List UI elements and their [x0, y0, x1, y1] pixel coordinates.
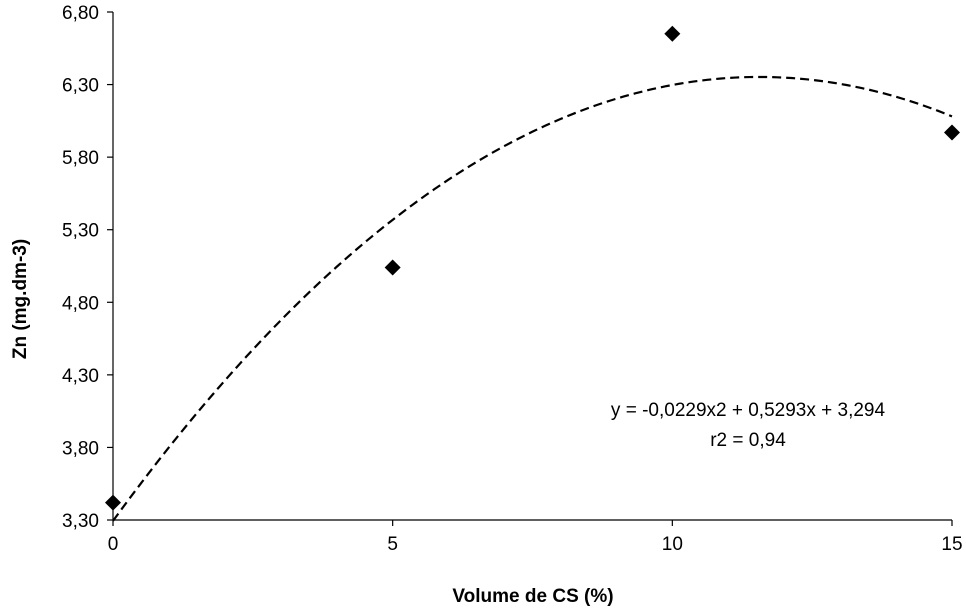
data-points [105, 25, 960, 511]
y-tick-label: 3,80 [62, 438, 99, 459]
y-tick-label: 4,80 [62, 293, 99, 314]
trendline [112, 75, 953, 522]
data-point [384, 259, 401, 276]
data-point [105, 494, 121, 511]
y-tick-label: 6,80 [62, 3, 99, 24]
y-axis-title: Zn (mg.dm-3) [10, 239, 31, 359]
y-tick-label: 5,80 [62, 148, 99, 169]
y-tick-label: 4,30 [62, 366, 99, 387]
y-tick-label: 5,30 [62, 221, 99, 242]
x-tick-label: 15 [941, 534, 962, 555]
data-point [944, 124, 960, 141]
r2-annotation: r2 = 0,94 [710, 430, 786, 451]
x-axis-title: Volume de CS (%) [452, 586, 613, 607]
y-tick-label: 6,30 [62, 76, 99, 97]
trendline-layer [112, 75, 953, 522]
ticks: 3,30 3,80 4,30 4,80 5,30 5,80 6,30 6,80 0 5 10 15 [62, 3, 963, 555]
axes [112, 12, 952, 521]
data-point [664, 25, 681, 42]
y-tick-label: 3,30 [62, 511, 99, 532]
equation-annotation: y = -0,0229x2 + 0,5293x + 3,294 [611, 400, 886, 421]
x-tick-label: 10 [662, 534, 683, 555]
x-tick-label: 0 [108, 534, 119, 555]
x-tick-label: 5 [387, 534, 398, 555]
